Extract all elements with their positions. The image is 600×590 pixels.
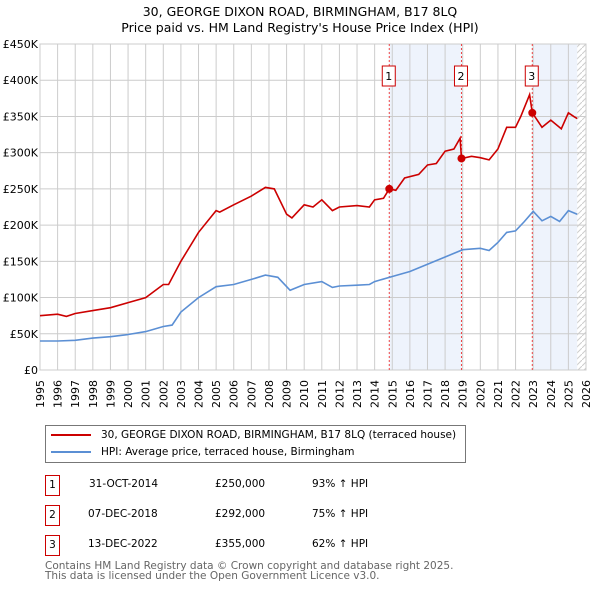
y-tick-label: £200K <box>3 219 39 232</box>
sale-point <box>385 184 394 193</box>
y-tick-label: £350K <box>3 110 39 123</box>
x-tick-label: 2016 <box>404 380 417 408</box>
y-tick-label: £400K <box>3 74 39 87</box>
chart-subtitle: Price paid vs. HM Land Registry's House … <box>121 20 479 35</box>
x-tick-label: 2007 <box>245 380 258 408</box>
sale-marker-label: 1 <box>385 70 392 83</box>
x-tick-label: 2015 <box>386 380 399 408</box>
chart-title: 30, GEORGE DIXON ROAD, BIRMINGHAM, B17 8… <box>142 4 458 19</box>
x-tick-label: 2013 <box>351 380 364 408</box>
legend: 30, GEORGE DIXON ROAD, BIRMINGHAM, B17 8… <box>45 425 466 463</box>
x-tick-label: 1997 <box>69 380 82 408</box>
sale-hpi: 75% ↑ HPI <box>312 508 369 520</box>
x-tick-label: 1999 <box>104 380 117 408</box>
legend-label-hpi: HPI: Average price, terraced house, Birm… <box>101 446 355 458</box>
y-tick-label: £450K <box>3 38 39 51</box>
x-tick-label: 2003 <box>175 380 188 408</box>
sale-marker-box <box>381 65 396 87</box>
legend-swatch-property <box>51 434 91 436</box>
legend-label-property: 30, GEORGE DIXON ROAD, BIRMINGHAM, B17 8… <box>101 429 457 441</box>
sale-row: 3 13-DEC-2022 £355,000 62% ↑ HPI <box>45 535 465 557</box>
sale-row: 2 07-DEC-2018 £292,000 75% ↑ HPI <box>45 505 465 527</box>
footer-copyright: Contains HM Land Registry data © Crown c… <box>45 560 454 572</box>
sale-hpi: 62% ↑ HPI <box>312 538 369 550</box>
sale-price: £292,000 <box>215 508 266 520</box>
x-tick-label: 1998 <box>87 380 100 408</box>
x-tick-label: 2000 <box>122 380 135 408</box>
sale-hpi: 93% ↑ HPI <box>312 478 369 490</box>
x-tick-label: 2018 <box>439 380 452 408</box>
shade-region <box>532 44 578 370</box>
x-tick-label: 2024 <box>545 380 558 408</box>
x-tick-label: 2026 <box>580 380 593 408</box>
sale-price: £355,000 <box>215 538 266 550</box>
y-tick-label: £300K <box>3 147 39 160</box>
shade-region <box>389 44 462 370</box>
y-tick-label: £250K <box>3 183 39 196</box>
series-line <box>40 209 578 342</box>
x-tick-label: 1995 <box>34 380 47 408</box>
sale-marker-label: 2 <box>45 505 60 526</box>
sale-marker-box <box>524 65 539 87</box>
sale-marker-label: 3 <box>528 70 535 83</box>
x-tick-label: 2002 <box>157 380 170 408</box>
x-tick-label: 2009 <box>281 380 294 408</box>
y-tick-label: £100K <box>3 292 39 305</box>
x-tick-label: 2017 <box>421 380 434 408</box>
y-tick-label: £0 <box>24 364 38 377</box>
x-tick-label: 2008 <box>263 380 276 408</box>
x-tick-label: 2004 <box>193 380 206 408</box>
y-tick-label: £150K <box>3 255 39 268</box>
x-tick-label: 2011 <box>316 380 329 408</box>
x-tick-label: 2001 <box>140 380 153 408</box>
x-tick-label: 2005 <box>210 380 223 408</box>
y-tick-label: £50K <box>10 328 39 341</box>
legend-swatch-hpi <box>51 451 91 453</box>
forecast-hatch <box>577 44 586 370</box>
footer-licence: This data is licensed under the Open Gov… <box>45 570 380 582</box>
x-tick-label: 1996 <box>52 380 65 408</box>
sale-date: 31-OCT-2014 <box>89 478 158 490</box>
sale-marker-label: 3 <box>45 535 60 556</box>
x-tick-label: 2019 <box>457 380 470 408</box>
sale-date: 07-DEC-2018 <box>88 508 158 520</box>
sale-price: £250,000 <box>215 478 266 490</box>
x-tick-label: 2010 <box>298 380 311 408</box>
x-tick-label: 2012 <box>333 380 346 408</box>
x-tick-label: 2020 <box>474 380 487 408</box>
x-tick-label: 2014 <box>369 380 382 408</box>
plot-area: 1995 1996 1997 1998 1999 2000 2001 2002 2003 2004… <box>3 38 593 408</box>
sale-marker-box <box>453 65 468 87</box>
sale-point <box>528 108 537 117</box>
sale-marker-label: 1 <box>45 475 60 496</box>
series-line <box>39 91 578 318</box>
sale-row: 1 31-OCT-2014 £250,000 93% ↑ HPI <box>45 475 465 497</box>
sale-date: 13-DEC-2022 <box>88 538 158 550</box>
x-tick-label: 2021 <box>492 380 505 408</box>
x-tick-label: 2022 <box>510 380 523 408</box>
x-tick-label: 2023 <box>527 380 540 408</box>
sale-point <box>457 154 466 163</box>
plot-frame <box>39 43 587 371</box>
x-tick-label: 2006 <box>228 380 241 408</box>
sale-marker-label: 2 <box>457 70 464 83</box>
x-tick-label: 2025 <box>562 380 575 408</box>
